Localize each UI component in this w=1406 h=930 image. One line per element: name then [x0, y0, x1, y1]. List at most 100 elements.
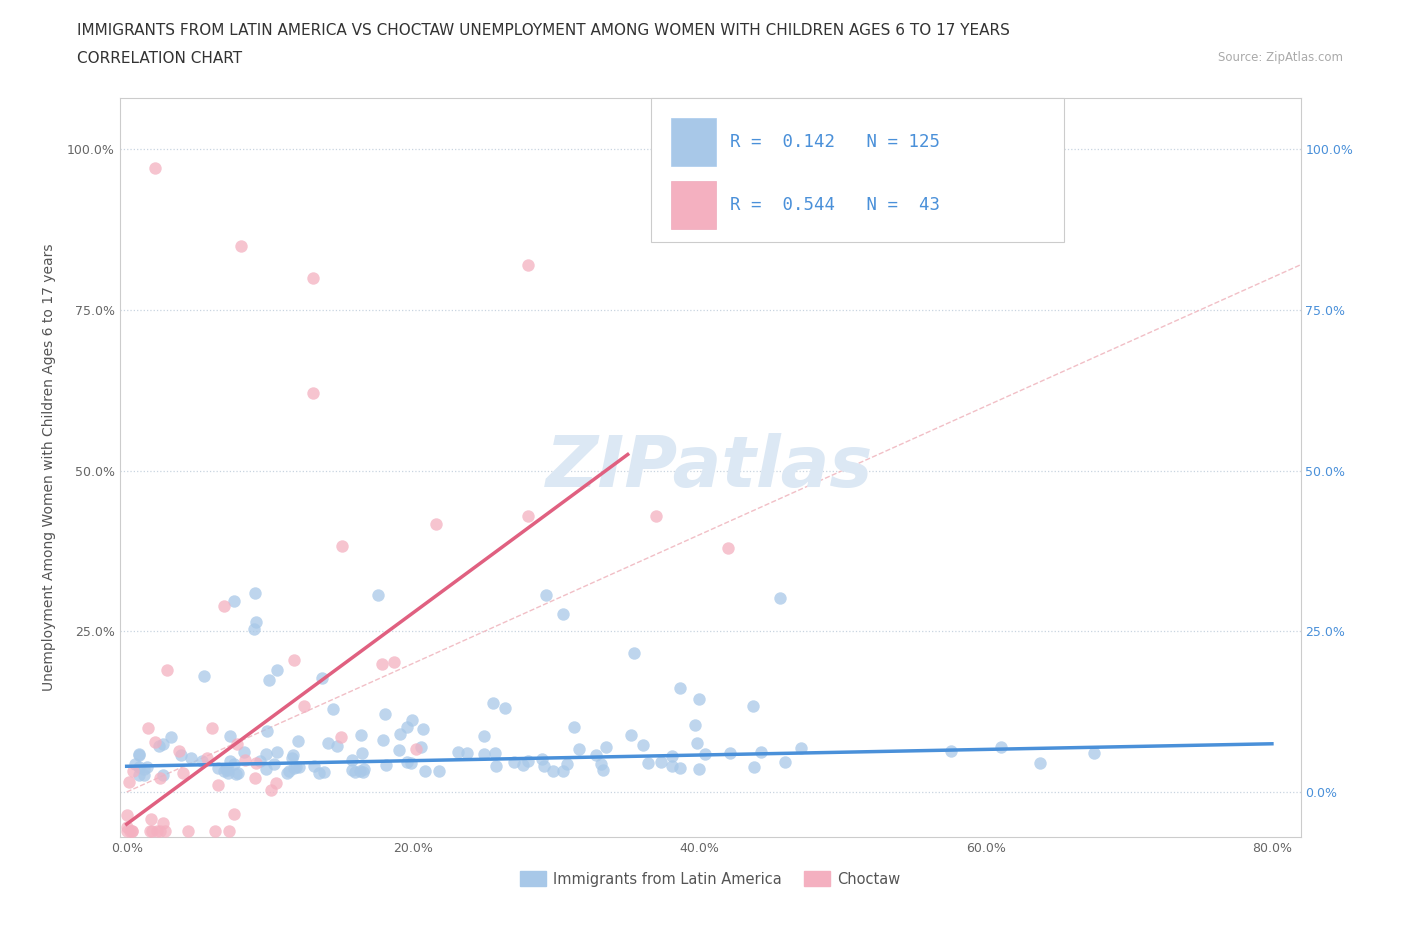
Point: [531, 751, 554, 766]
Point: [353, 761, 375, 776]
Point: [790, 741, 813, 756]
Point: [517, 754, 540, 769]
Point: [117, 819, 139, 834]
Point: [553, 764, 575, 778]
Point: [180, 751, 202, 765]
Point: [152, 816, 174, 830]
Point: [717, 540, 740, 555]
Point: [124, 757, 146, 772]
Point: [512, 757, 534, 772]
Point: [371, 733, 394, 748]
Point: [128, 747, 150, 762]
Point: [139, 811, 162, 826]
Point: [160, 729, 183, 744]
Point: [494, 701, 516, 716]
Point: [669, 760, 692, 775]
Point: [543, 764, 565, 778]
Point: [207, 777, 229, 792]
Point: [222, 593, 245, 608]
Point: [222, 757, 245, 772]
Point: [388, 742, 411, 757]
Point: [302, 759, 325, 774]
Point: [132, 762, 155, 777]
Point: [281, 748, 304, 763]
Point: [395, 754, 418, 769]
Point: [245, 615, 267, 630]
Text: Source: ZipAtlas.com: Source: ZipAtlas.com: [1218, 51, 1343, 64]
Point: [294, 699, 316, 714]
Point: [146, 823, 169, 838]
Text: ZIPatlas: ZIPatlas: [547, 432, 873, 502]
Point: [342, 752, 364, 767]
Point: [222, 806, 245, 821]
Point: [301, 271, 323, 286]
Point: [693, 747, 716, 762]
Point: [226, 765, 249, 780]
Point: [741, 698, 763, 713]
Point: [156, 663, 179, 678]
Point: [555, 756, 578, 771]
Point: [534, 587, 557, 602]
Point: [1029, 756, 1052, 771]
Text: R =  0.142   N = 125: R = 0.142 N = 125: [730, 133, 941, 151]
Point: [117, 823, 139, 838]
Point: [425, 517, 447, 532]
Text: IMMIGRANTS FROM LATIN AMERICA VS CHOCTAW UNEMPLOYMENT AMONG WOMEN WITH CHILDREN : IMMIGRANTS FROM LATIN AMERICA VS CHOCTAW…: [77, 23, 1010, 38]
Point: [259, 782, 281, 797]
Point: [990, 739, 1012, 754]
Point: [128, 767, 150, 782]
Bar: [671, 180, 716, 229]
Point: [482, 696, 505, 711]
Point: [321, 701, 343, 716]
Point: [201, 721, 224, 736]
Point: [661, 759, 683, 774]
Point: [631, 737, 654, 752]
Point: [939, 744, 962, 759]
Point: [374, 707, 396, 722]
Point: [207, 761, 229, 776]
Point: [204, 823, 226, 838]
Point: [128, 759, 150, 774]
Point: [484, 745, 506, 760]
Point: [395, 719, 418, 734]
Point: [326, 738, 349, 753]
Point: [190, 754, 212, 769]
Point: [283, 760, 305, 775]
Point: [122, 764, 145, 778]
Point: [118, 775, 141, 790]
Point: [503, 755, 526, 770]
Point: [318, 736, 340, 751]
Point: [172, 765, 194, 780]
Point: [233, 753, 256, 768]
Point: [277, 764, 299, 778]
Point: [688, 761, 710, 776]
Point: [115, 807, 138, 822]
Point: [231, 238, 253, 253]
Point: [472, 729, 495, 744]
Point: [661, 749, 683, 764]
Point: [193, 669, 215, 684]
Point: [413, 764, 436, 778]
Point: [375, 758, 398, 773]
Point: [177, 823, 200, 838]
Point: [195, 751, 218, 765]
Point: [350, 727, 373, 742]
Point: [170, 748, 193, 763]
Bar: [671, 118, 716, 166]
Point: [685, 736, 707, 751]
Point: [668, 681, 690, 696]
Point: [472, 746, 495, 761]
Point: [217, 763, 239, 777]
Point: [366, 587, 388, 602]
Point: [562, 719, 585, 734]
Point: [128, 747, 150, 762]
Point: [218, 765, 240, 780]
Point: [218, 753, 240, 768]
Point: [589, 757, 612, 772]
Point: [152, 737, 174, 751]
Point: [121, 823, 143, 838]
Text: CORRELATION CHART: CORRELATION CHART: [77, 51, 242, 66]
Point: [382, 654, 405, 669]
Point: [121, 823, 143, 838]
FancyBboxPatch shape: [651, 98, 1064, 242]
